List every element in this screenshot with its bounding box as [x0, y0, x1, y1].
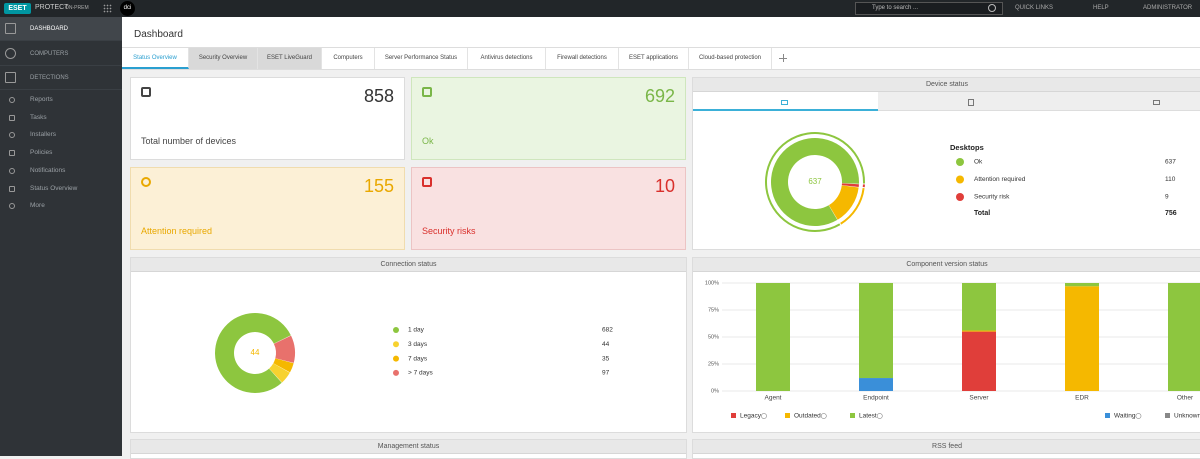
status-tile[interactable]: 858 Total number of devices: [130, 77, 405, 160]
nav-label[interactable]: Policies: [30, 149, 53, 156]
quick-links[interactable]: QUICK LINKS: [1015, 5, 1054, 11]
component-panel: Component version status: [692, 257, 1200, 433]
search-box[interactable]: Type to search ...: [855, 2, 1003, 15]
nav-label[interactable]: DASHBOARD: [30, 26, 69, 32]
tab[interactable]: Computers: [322, 48, 375, 69]
nav-icon: [5, 23, 16, 34]
panel-title: Management status: [131, 440, 686, 454]
nav-item[interactable]: [0, 66, 122, 90]
nav-label[interactable]: COMPUTERS: [30, 51, 69, 57]
nav-icon: [9, 115, 15, 121]
nav-icon: [9, 186, 15, 192]
mobile-icon: [1153, 100, 1160, 105]
tile-icon: [422, 87, 432, 97]
tab[interactable]: Server Performance Status: [375, 48, 468, 69]
panel-title: Component version status: [693, 258, 1200, 272]
nav-label[interactable]: Notifications: [30, 167, 66, 174]
tab-bar: Status Overview Security Overview ESET Liv…: [122, 48, 1200, 70]
device-status-panel: Device status: [692, 77, 1200, 250]
panel-title: Connection status: [131, 258, 686, 272]
tile-label: Security risks: [422, 226, 476, 236]
nav-icon: [9, 150, 15, 156]
tab[interactable]: Cloud-based protection: [689, 48, 772, 69]
tile-label: Attention required: [141, 226, 213, 236]
tile-icon: [141, 87, 151, 97]
rss-panel: RSS feed: [692, 439, 1200, 459]
product: PROTECT: [35, 4, 69, 11]
nav-icon: [9, 132, 15, 138]
apps-icon[interactable]: [103, 4, 112, 13]
logo[interactable]: ESET: [4, 3, 31, 14]
desktop-icon: [781, 100, 788, 105]
sidebar: DASHBOARD COMPUTERS DETECTIONS Reports Tasks…: [0, 17, 122, 456]
tile-icon: [422, 177, 432, 187]
tab[interactable]: Security Overview: [189, 48, 258, 69]
tab[interactable]: Firewall detections: [546, 48, 619, 69]
nav-item[interactable]: [0, 17, 122, 41]
device-tab[interactable]: [693, 92, 878, 111]
edition: ON-PREM: [65, 5, 89, 11]
nav-icon: [9, 97, 15, 103]
tile-label: Ok: [422, 136, 434, 146]
nav-label[interactable]: Installers: [30, 131, 57, 138]
help-menu[interactable]: HELP: [1093, 5, 1109, 11]
add-tab[interactable]: [783, 54, 784, 62]
status-tile[interactable]: 692 Ok: [411, 77, 686, 160]
management-panel: Management status: [130, 439, 687, 459]
nav-label[interactable]: DETECTIONS: [30, 75, 69, 81]
nav-label[interactable]: Reports: [30, 96, 53, 103]
help-icon[interactable]: [988, 4, 996, 12]
tab[interactable]: ESET applications: [619, 48, 689, 69]
panel-title: Device status: [693, 78, 1200, 92]
tile-value: 155: [363, 176, 394, 196]
tab[interactable]: Antivirus detections: [468, 48, 546, 69]
nav-icon: [5, 72, 16, 83]
tab[interactable]: ESET LiveGuard: [258, 48, 322, 69]
tile-icon: [141, 177, 151, 187]
nav-icon: [9, 203, 15, 209]
nav-label[interactable]: More: [30, 202, 45, 209]
nav-icon: [9, 168, 15, 174]
tile-value: 692: [644, 86, 675, 106]
panel-title: RSS feed: [693, 440, 1200, 454]
status-tile[interactable]: 10 Security risks: [411, 167, 686, 250]
tile-value: 858: [363, 86, 394, 106]
user-menu[interactable]: ADMINISTRATOR: [1143, 5, 1193, 11]
nav-label[interactable]: Status Overview: [30, 185, 78, 192]
top-bar: ESET PROTECT ON-PREM dci Type to search …: [0, 0, 1200, 17]
nav-item[interactable]: [0, 42, 122, 66]
tab[interactable]: Status Overview: [122, 48, 189, 69]
user-badge[interactable]: dci: [120, 1, 135, 16]
nav-icon: [5, 48, 16, 59]
tile-value: 10: [654, 176, 675, 196]
page-title: Dashboard: [122, 17, 1200, 48]
tile-label: Total number of devices: [141, 136, 237, 146]
status-tile[interactable]: 155 Attention required: [130, 167, 405, 250]
connection-status-panel: Connection status: [130, 257, 687, 433]
device-tab[interactable]: [878, 92, 1200, 111]
server-icon: [968, 99, 974, 106]
nav-label[interactable]: Tasks: [30, 114, 47, 121]
